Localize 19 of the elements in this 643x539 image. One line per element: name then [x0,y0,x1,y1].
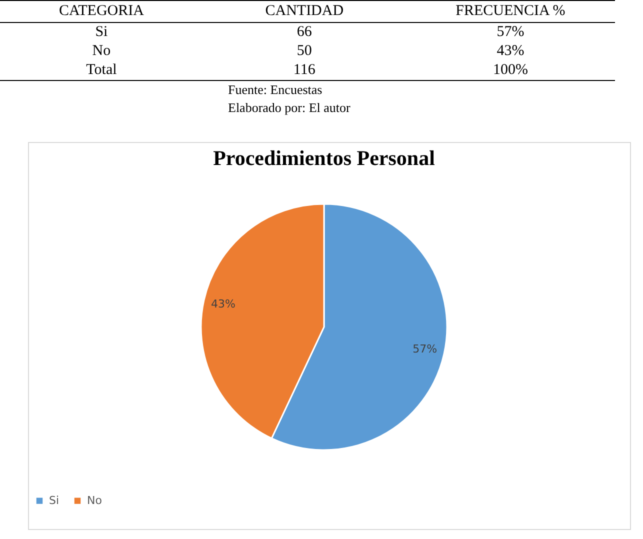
text: CANTIDAD [202,0,406,22]
text: FRECUENCIA % [406,0,615,22]
text: 66 [296,23,313,42]
source-note: Fuente: Encuestas [228,81,324,99]
legend-label: No [87,494,102,507]
chart-title: Procedimientos Personal [213,146,436,170]
text: 50 [296,42,313,61]
text: CATEGORIA [0,0,203,22]
text: Si [94,23,109,42]
text: Total [0,61,203,80]
legend-label: Si [49,494,60,507]
text: 57% [496,23,526,42]
data-label: 57% [412,342,438,356]
text: No [91,42,112,61]
text: Elaborado por: El autor [228,99,352,117]
data-label: 43% [210,297,236,310]
text: 100% [406,61,615,80]
text: 116 [202,61,406,80]
text: 43% [496,42,526,61]
